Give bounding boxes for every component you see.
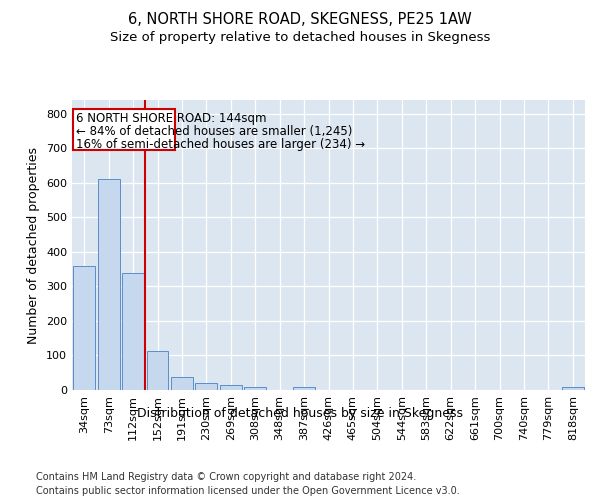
Text: 16% of semi-detached houses are larger (234) →: 16% of semi-detached houses are larger (… <box>76 138 365 150</box>
Bar <box>562 387 584 390</box>
FancyBboxPatch shape <box>73 108 175 150</box>
Text: 6, NORTH SHORE ROAD, SKEGNESS, PE25 1AW: 6, NORTH SHORE ROAD, SKEGNESS, PE25 1AW <box>128 12 472 28</box>
Bar <box>73 266 95 390</box>
Bar <box>171 377 193 390</box>
Y-axis label: Number of detached properties: Number of detached properties <box>28 146 40 344</box>
Text: Contains HM Land Registry data © Crown copyright and database right 2024.: Contains HM Land Registry data © Crown c… <box>36 472 416 482</box>
Text: Contains public sector information licensed under the Open Government Licence v3: Contains public sector information licen… <box>36 486 460 496</box>
Text: Size of property relative to detached houses in Skegness: Size of property relative to detached ho… <box>110 31 490 44</box>
Bar <box>293 387 315 390</box>
Bar <box>196 383 217 390</box>
Bar <box>244 386 266 390</box>
Text: ← 84% of detached houses are smaller (1,245): ← 84% of detached houses are smaller (1,… <box>76 125 353 138</box>
Bar <box>146 351 169 390</box>
Bar <box>122 272 144 390</box>
Text: Distribution of detached houses by size in Skegness: Distribution of detached houses by size … <box>137 408 463 420</box>
Text: 6 NORTH SHORE ROAD: 144sqm: 6 NORTH SHORE ROAD: 144sqm <box>76 112 266 125</box>
Bar <box>98 179 119 390</box>
Bar <box>220 385 242 390</box>
